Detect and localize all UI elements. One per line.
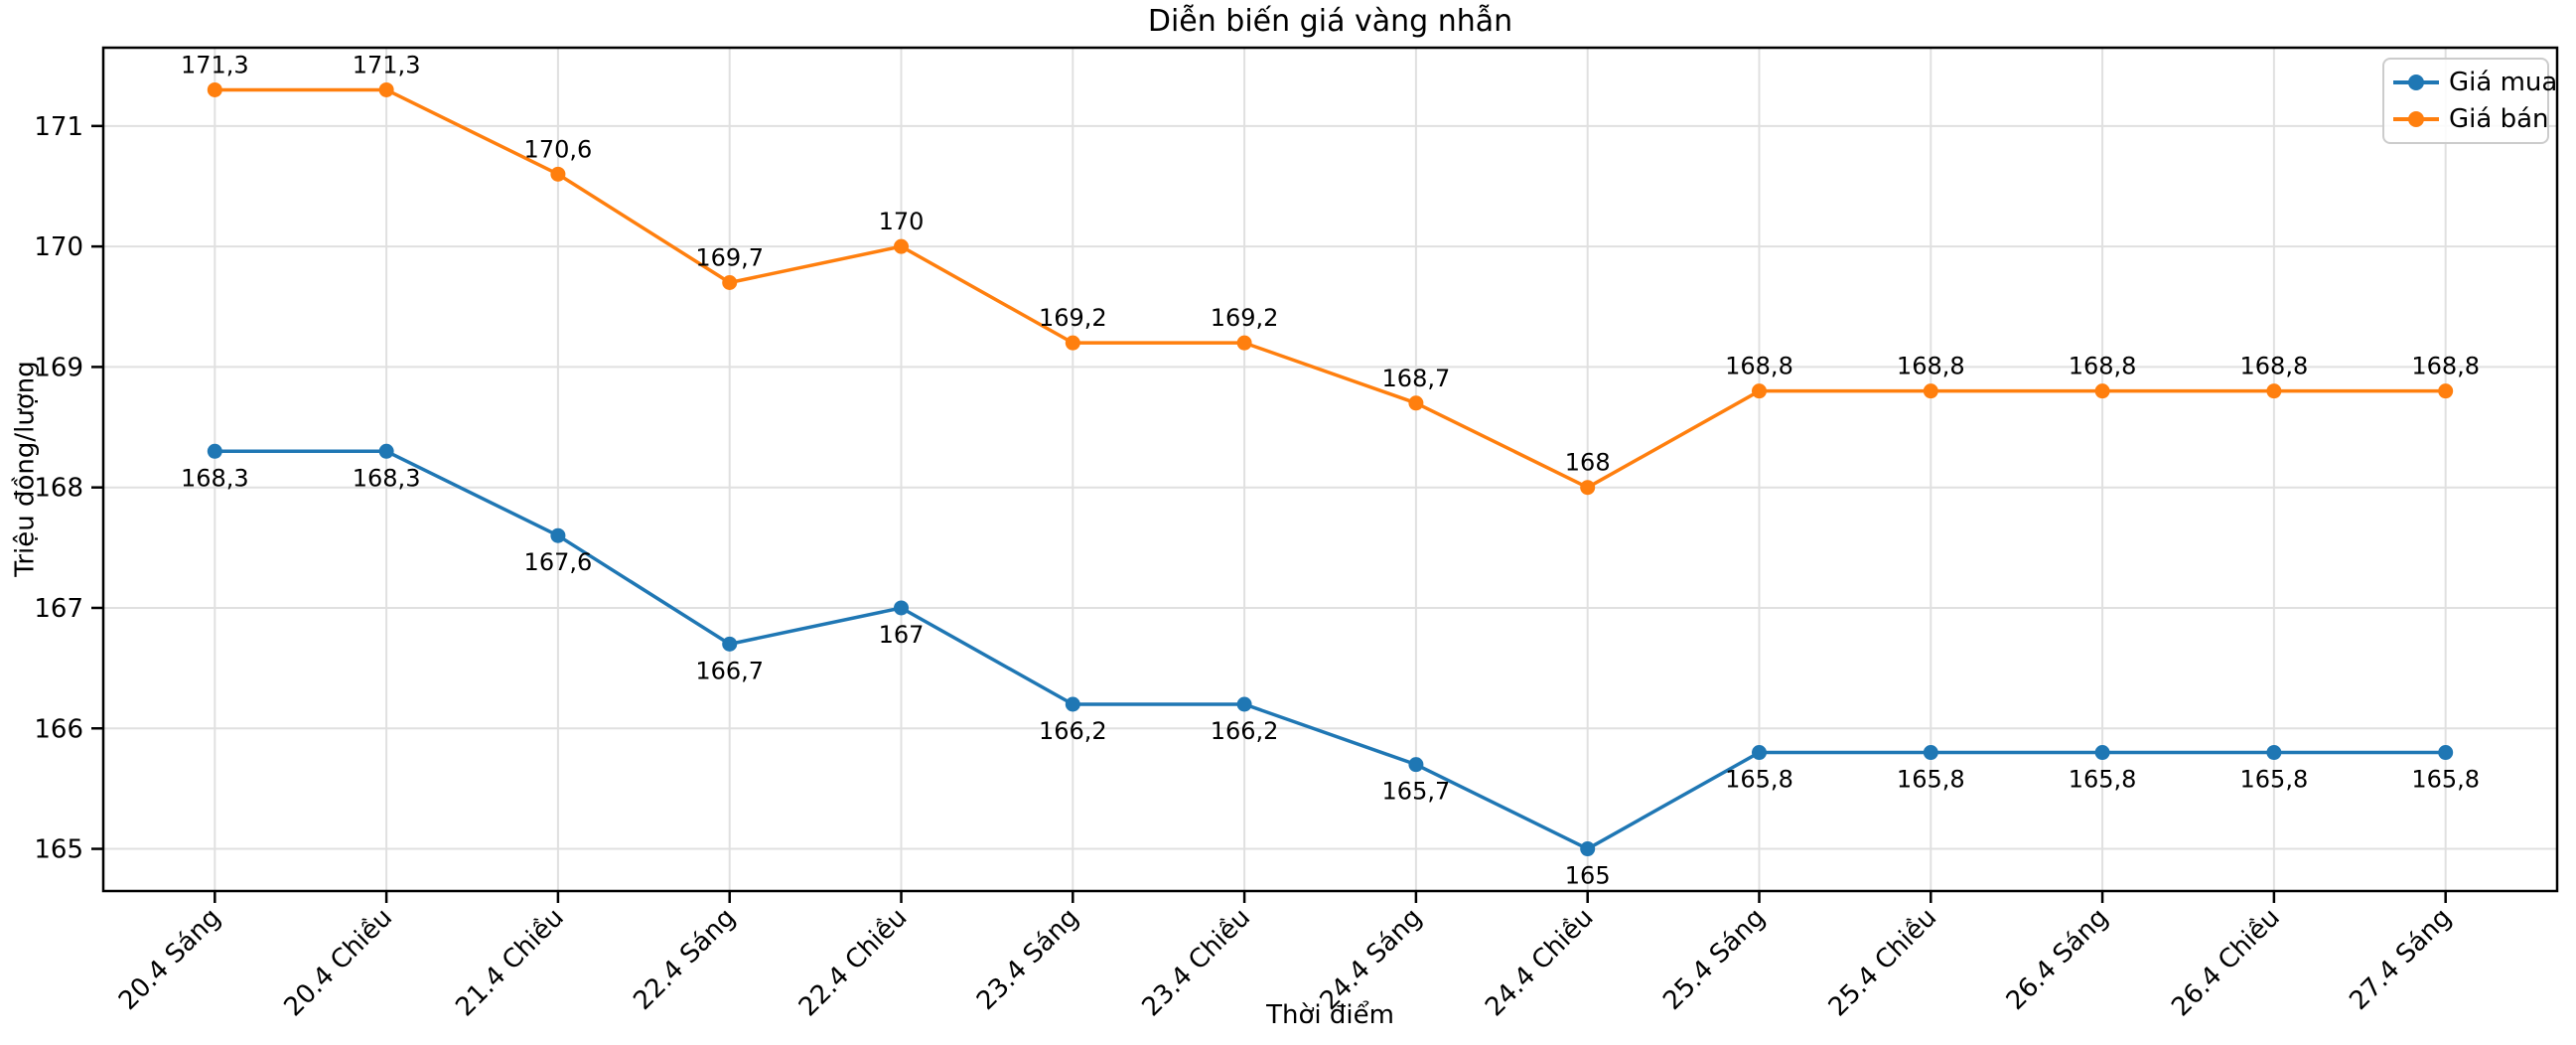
legend-line-marker-icon	[2393, 111, 2439, 127]
series-line	[215, 449, 2446, 851]
data-point-label: 168,8	[2411, 353, 2480, 380]
data-point-label: 171,3	[353, 51, 421, 78]
data-point-marker	[1408, 395, 1424, 411]
x-tick-label: 25.4 Sáng	[1657, 903, 1771, 1016]
data-point-marker	[1751, 745, 1767, 761]
data-point-marker	[1408, 757, 1424, 773]
data-point-label: 170,6	[524, 135, 593, 163]
x-axis-label: Thời điểm	[1266, 1000, 1394, 1030]
chart-title: Diễn biến giá vàng nhẫn	[1147, 4, 1513, 39]
data-point-marker	[1236, 696, 1252, 712]
y-tick-label: 167	[34, 594, 83, 624]
data-point-label: 169,2	[1211, 304, 1279, 332]
data-point-marker	[1580, 480, 1596, 496]
data-point-label: 167,6	[524, 548, 593, 576]
x-tick-label: 24.4 Sáng	[1315, 903, 1428, 1016]
data-point-marker	[550, 527, 566, 543]
series-line	[215, 87, 2446, 490]
data-point-label: 168,8	[1725, 353, 1793, 380]
data-point-label: 168,7	[1382, 365, 1451, 392]
x-tick-label: 23.4 Sáng	[971, 903, 1084, 1016]
x-tick-label: 22.4 Sáng	[628, 903, 741, 1016]
data-point-marker	[722, 636, 738, 652]
y-axis: 165 166 167 168 169 170 171	[34, 112, 103, 865]
data-point-label: 170	[879, 208, 925, 235]
data-point-label: 168,8	[1897, 353, 1965, 380]
data-point-marker	[894, 600, 910, 616]
series-Giá mua: 168,3 168,3 167,6 166,7 167 166,2 166,2 165,7 16…	[181, 443, 2480, 890]
plot-border	[101, 46, 2559, 893]
data-point-label: 166,2	[1039, 717, 1107, 745]
data-point-marker	[550, 166, 566, 182]
data-point-label: 171,3	[181, 51, 249, 78]
data-point-marker	[1065, 696, 1080, 712]
gridlines	[103, 48, 2557, 891]
y-tick-label: 168	[34, 474, 83, 504]
data-point-marker	[2438, 383, 2454, 399]
data-point-label: 165,8	[2240, 766, 2309, 794]
data-point-label: 169,7	[695, 244, 764, 272]
data-point-marker	[378, 443, 394, 459]
data-point-label: 168,3	[181, 464, 249, 492]
data-point-label: 167	[879, 621, 925, 649]
y-tick-label: 165	[34, 835, 83, 865]
data-point-marker	[894, 238, 910, 254]
data-point-label: 165	[1565, 862, 1611, 890]
data-point-marker	[378, 81, 394, 97]
data-point-marker	[722, 275, 738, 291]
data-point-label: 165,8	[2069, 766, 2137, 794]
data-point-marker	[2438, 745, 2454, 761]
data-point-marker	[1923, 383, 1938, 399]
data-point-label: 168,8	[2240, 353, 2309, 380]
data-point-label: 165,8	[2411, 766, 2480, 794]
data-point-marker	[207, 443, 222, 459]
data-point-label: 169,2	[1039, 304, 1107, 332]
y-tick-label: 171	[34, 112, 83, 142]
data-point-marker	[1580, 841, 1596, 857]
x-tick-label: 20.4 Sáng	[113, 903, 226, 1016]
y-tick-label: 166	[34, 714, 83, 744]
legend-dot-icon	[2408, 75, 2424, 90]
data-point-marker	[2094, 383, 2110, 399]
legend-line-marker-icon	[2393, 75, 2439, 90]
legend: Giá mua Giá bán	[2382, 58, 2557, 144]
data-point-marker	[1236, 335, 1252, 351]
legend-item-gia-mua: Giá mua	[2393, 69, 2557, 96]
data-point-label: 166,7	[695, 657, 764, 684]
legend-label: Giá mua	[2449, 68, 2558, 97]
legend-label: Giá bán	[2449, 104, 2549, 134]
data-point-marker	[2266, 745, 2282, 761]
data-point-label: 168,8	[2069, 353, 2137, 380]
legend-dot-icon	[2408, 111, 2424, 127]
data-point-marker	[207, 81, 222, 97]
data-point-marker	[1065, 335, 1080, 351]
data-point-marker	[2266, 383, 2282, 399]
y-tick-label: 170	[34, 232, 83, 262]
series-Giá bán: 171,3 171,3 170,6 169,7 170 169,2 169,2 168,7 16…	[181, 51, 2480, 496]
y-tick-label: 169	[34, 353, 83, 382]
data-point-marker	[2094, 745, 2110, 761]
data-point-label: 165,8	[1897, 766, 1965, 794]
legend-item-gia-ban: Giá bán	[2393, 105, 2548, 133]
data-point-label: 168,3	[353, 464, 421, 492]
data-point-label: 166,2	[1211, 717, 1279, 745]
x-tick-label: 27.4 Sáng	[2344, 903, 2457, 1016]
data-point-marker	[1923, 745, 1938, 761]
data-point-label: 165,8	[1725, 766, 1793, 794]
data-point-marker	[1751, 383, 1767, 399]
x-tick-label: 26.4 Sáng	[2001, 903, 2114, 1016]
data-point-label: 168	[1565, 449, 1611, 477]
data-point-label: 165,7	[1382, 778, 1451, 806]
